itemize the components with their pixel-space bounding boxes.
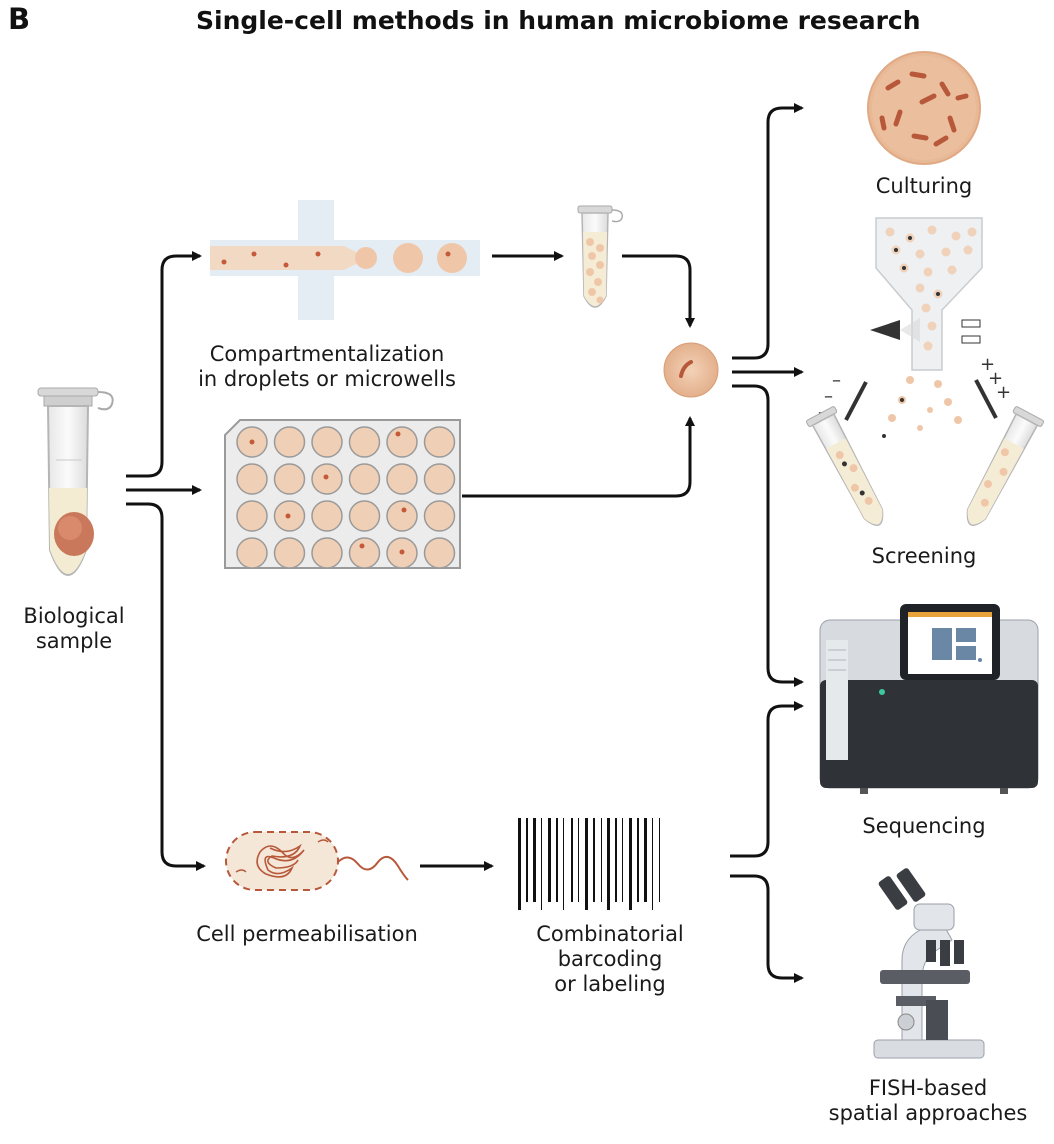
label-barcoding: Combinatorial barcoding or labeling	[536, 922, 684, 996]
microwell	[311, 537, 343, 569]
svg-text:–: –	[832, 370, 841, 391]
flow-arrows	[126, 103, 804, 983]
label-fish: FISH-based spatial approaches	[828, 1076, 1028, 1125]
microwell	[236, 463, 268, 495]
svg-text:+: +	[980, 354, 995, 375]
arrow-barcode-to-fish	[730, 874, 804, 983]
microwell	[273, 463, 306, 495]
arrow-sample-to-droplets	[126, 251, 202, 478]
svg-text:–: –	[824, 386, 833, 407]
barcode-icon	[518, 818, 660, 910]
arrow-tube-to-cell	[622, 254, 695, 328]
microwell	[423, 426, 456, 458]
microwell-plate-icon	[224, 419, 461, 569]
label-sequencing: Sequencing	[862, 814, 986, 838]
microwell	[311, 426, 343, 458]
arrow-cell-to-culturing	[732, 103, 804, 360]
culture-dish-icon	[867, 51, 981, 165]
microwell	[423, 537, 456, 569]
microwell	[348, 426, 381, 458]
microwell	[348, 500, 381, 532]
label-compartmentalization: Compartmentalization in droplets or micro…	[198, 342, 456, 391]
arrow-sample-to-perm	[126, 502, 206, 871]
label-culturing: Culturing	[875, 174, 973, 198]
microwell	[423, 463, 456, 495]
microwell	[348, 537, 381, 569]
microwell	[386, 426, 418, 458]
permeabilised-cell-icon	[225, 831, 409, 891]
sorter-icon: – – – + + +	[806, 217, 1044, 526]
panel-letter: B	[8, 2, 31, 36]
arrow-cell-to-sequencing	[732, 384, 804, 687]
label-cell-permeabilisation: Cell permeabilisation	[196, 922, 418, 946]
droplet-chip-icon	[210, 200, 480, 320]
droplet-tube-icon	[577, 205, 624, 308]
figure-title: Single-cell methods in human microbiome …	[196, 6, 921, 35]
arrow-plate-to-cell	[462, 416, 695, 498]
microwell	[386, 500, 418, 532]
label-biological-sample: Biological sample	[23, 604, 125, 653]
microscope-icon	[873, 868, 985, 1059]
sample-tube-icon	[37, 387, 114, 576]
microwell	[311, 500, 343, 532]
svg-text:+: +	[996, 382, 1011, 403]
microwell	[386, 463, 418, 495]
microwell	[273, 537, 306, 569]
microwell	[423, 500, 456, 532]
microwell	[273, 426, 306, 458]
arrow-barcode-to-sequencing	[730, 701, 804, 858]
microwell	[236, 500, 268, 532]
isolated-cell-icon	[663, 342, 719, 398]
sequencer-icon	[819, 604, 1039, 794]
label-screening: Screening	[871, 544, 977, 568]
microwell	[348, 463, 381, 495]
microwell	[236, 537, 268, 569]
svg-text:+: +	[988, 368, 1003, 389]
